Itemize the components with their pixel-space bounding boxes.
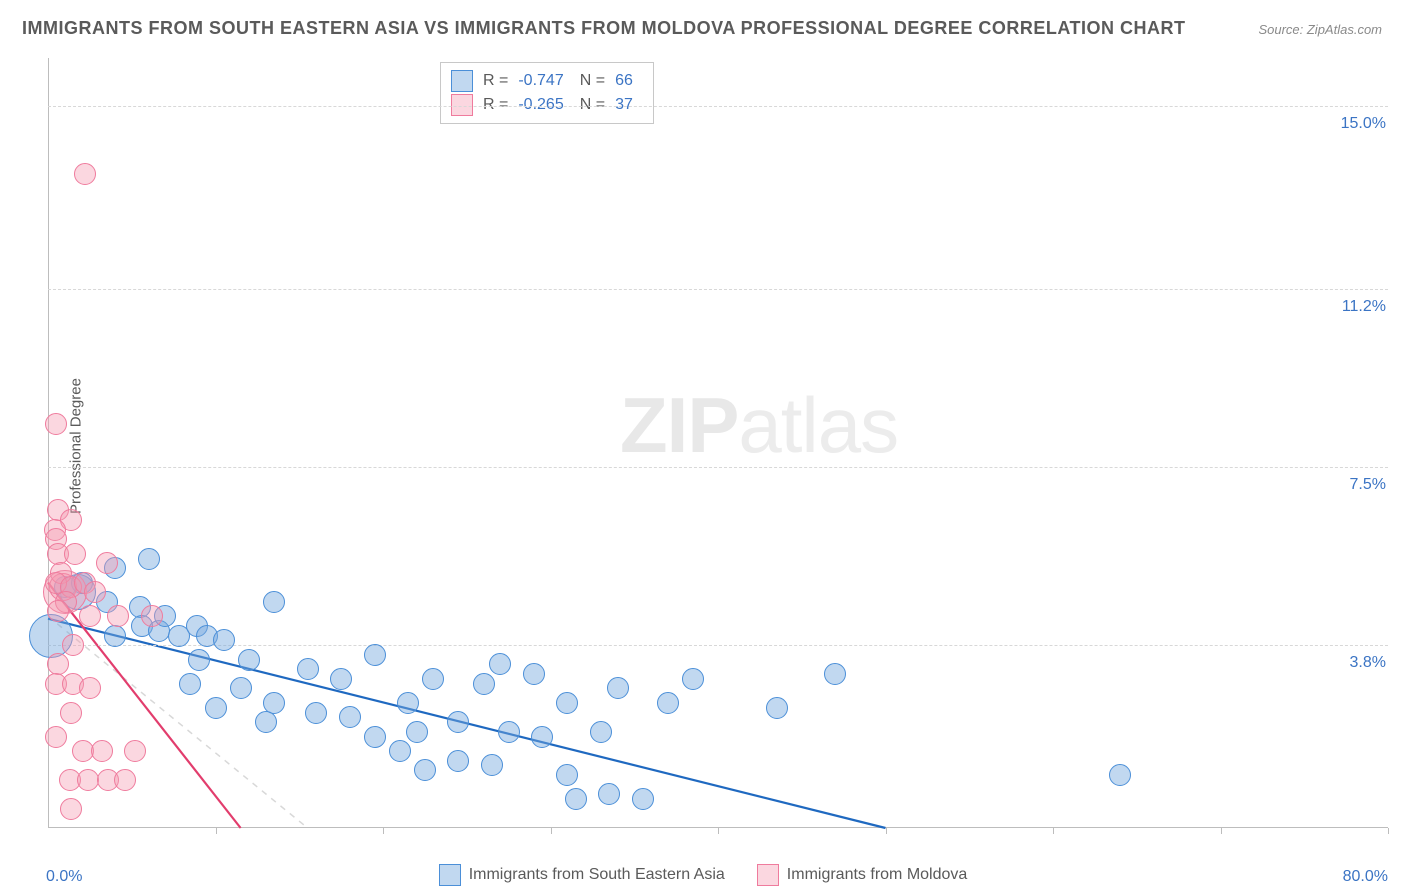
- scatter-point: [598, 783, 620, 805]
- legend-swatch: [757, 864, 779, 886]
- scatter-point: [364, 644, 386, 666]
- chart-title: IMMIGRANTS FROM SOUTH EASTERN ASIA VS IM…: [22, 18, 1186, 39]
- scatter-point: [305, 702, 327, 724]
- scatter-point: [447, 750, 469, 772]
- stat-legend-row: R =-0.747N =66: [451, 69, 639, 93]
- scatter-point: [62, 634, 84, 656]
- scatter-point: [255, 711, 277, 733]
- scatter-point: [297, 658, 319, 680]
- scatter-point: [45, 413, 67, 435]
- scatter-point: [230, 677, 252, 699]
- scatter-point: [114, 769, 136, 791]
- scatter-point: [79, 677, 101, 699]
- scatter-point: [213, 629, 235, 651]
- scatter-point: [91, 740, 113, 762]
- scatter-point: [339, 706, 361, 728]
- scatter-point: [64, 543, 86, 565]
- scatter-point: [565, 788, 587, 810]
- source-attribution: Source: ZipAtlas.com: [1258, 22, 1382, 37]
- gridline: [48, 467, 1388, 468]
- x-tick: [1053, 828, 1054, 834]
- scatter-point: [60, 798, 82, 820]
- legend-label: Immigrants from South Eastern Asia: [469, 866, 725, 884]
- scatter-point: [406, 721, 428, 743]
- scatter-point: [489, 653, 511, 675]
- scatter-point: [104, 625, 126, 647]
- scatter-point: [607, 677, 629, 699]
- scatter-point: [47, 600, 69, 622]
- legend-item: Immigrants from Moldova: [757, 864, 968, 886]
- x-tick: [1221, 828, 1222, 834]
- scatter-point: [84, 581, 106, 603]
- scatter-point: [60, 702, 82, 724]
- watermark: ZIPatlas: [620, 380, 898, 471]
- scatter-point: [481, 754, 503, 776]
- stat-legend-row: R =-0.265N =37: [451, 93, 639, 117]
- scatter-point: [422, 668, 444, 690]
- legend-swatch: [451, 70, 473, 92]
- scatter-point: [632, 788, 654, 810]
- scatter-point: [263, 591, 285, 613]
- scatter-point: [330, 668, 352, 690]
- gridline: [48, 645, 1388, 646]
- scatter-point: [473, 673, 495, 695]
- scatter-point: [523, 663, 545, 685]
- scatter-point: [590, 721, 612, 743]
- scatter-point: [397, 692, 419, 714]
- scatter-point: [389, 740, 411, 762]
- legend-item: Immigrants from South Eastern Asia: [439, 864, 725, 886]
- bottom-legend: Immigrants from South Eastern Asia Immigr…: [0, 864, 1406, 886]
- scatter-point: [364, 726, 386, 748]
- plot-area: ZIPatlas R =-0.747N =66R =-0.265N =37 3.…: [48, 58, 1388, 828]
- scatter-point: [238, 649, 260, 671]
- scatter-point: [188, 649, 210, 671]
- stat-legend-box: R =-0.747N =66R =-0.265N =37: [440, 62, 654, 124]
- scatter-point: [824, 663, 846, 685]
- y-tick-label: 15.0%: [1341, 115, 1392, 133]
- scatter-point: [124, 740, 146, 762]
- scatter-point: [77, 769, 99, 791]
- scatter-point: [657, 692, 679, 714]
- scatter-point: [45, 726, 67, 748]
- scatter-point: [556, 764, 578, 786]
- x-tick: [886, 828, 887, 834]
- scatter-point: [531, 726, 553, 748]
- legend-swatch: [451, 94, 473, 116]
- legend-label: Immigrants from Moldova: [787, 866, 968, 884]
- scatter-point: [107, 605, 129, 627]
- scatter-point: [141, 605, 163, 627]
- legend-swatch: [439, 864, 461, 886]
- scatter-point: [138, 548, 160, 570]
- scatter-point: [447, 711, 469, 733]
- scatter-point: [682, 668, 704, 690]
- scatter-point: [556, 692, 578, 714]
- scatter-point: [96, 552, 118, 574]
- scatter-point: [205, 697, 227, 719]
- scatter-point: [74, 163, 96, 185]
- scatter-point: [179, 673, 201, 695]
- gridline: [48, 106, 1388, 107]
- scatter-point: [498, 721, 520, 743]
- scatter-point: [79, 605, 101, 627]
- x-tick: [551, 828, 552, 834]
- scatter-point: [1109, 764, 1131, 786]
- x-tick: [718, 828, 719, 834]
- y-tick-label: 7.5%: [1350, 476, 1392, 494]
- y-tick-label: 3.8%: [1350, 654, 1392, 672]
- x-tick: [1388, 828, 1389, 834]
- y-axis-line: [48, 58, 49, 828]
- scatter-point: [414, 759, 436, 781]
- scatter-point: [766, 697, 788, 719]
- trend-lines-layer: [48, 58, 1388, 828]
- y-tick-label: 11.2%: [1342, 298, 1392, 316]
- x-tick: [216, 828, 217, 834]
- x-tick: [383, 828, 384, 834]
- gridline: [48, 289, 1388, 290]
